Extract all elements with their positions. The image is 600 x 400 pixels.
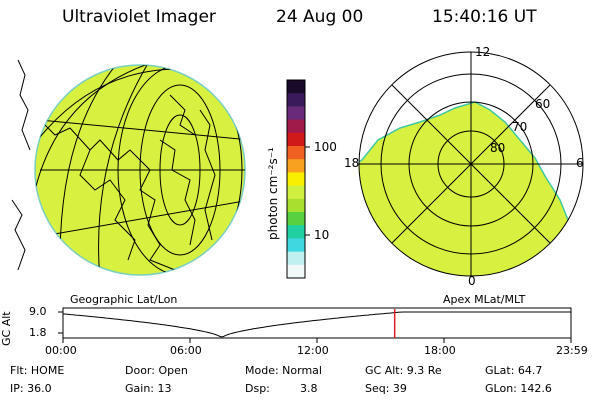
status-flt: Flt: HOME — [10, 364, 65, 377]
mlt-label-0: 0 — [468, 274, 476, 288]
x-tick-1800: 18:00 — [424, 344, 456, 357]
colorbar-segment — [287, 185, 305, 200]
colorbar-segment — [287, 198, 305, 213]
colorbar-segment — [287, 238, 305, 253]
status-dsp-value: 3.8 — [300, 382, 318, 395]
colorbar-segment — [287, 159, 305, 173]
alt-tick-9: 9.0 — [29, 305, 47, 318]
alt-tick-1-8: 1.8 — [29, 326, 47, 339]
x-tick-1200: 12:00 — [297, 344, 329, 357]
x-tick-0600: 06:00 — [170, 344, 202, 357]
x-tick-0000: 00:00 — [45, 344, 77, 357]
instrument-title: Ultraviolet Imager — [62, 7, 216, 27]
status-mode: Mode: Normal — [245, 364, 322, 377]
status-glat: GLat: 64.7 — [485, 364, 543, 377]
colorbar-segment — [287, 119, 305, 134]
mlat-label-60: 60 — [535, 97, 551, 111]
geographic-caption: Geographic Lat/Lon — [70, 293, 178, 306]
colorbar-segment — [287, 146, 305, 160]
colorbar-segment — [287, 106, 305, 121]
status-glon: GLon: 142.6 — [485, 382, 552, 395]
time-label: 15:40:16 UT — [432, 7, 537, 27]
status-door: Door: Open — [125, 364, 188, 377]
mlt-label-18: 18 — [344, 156, 360, 170]
colorbar-segment — [287, 132, 305, 147]
date-label: 24 Aug 00 — [276, 7, 364, 27]
colorbar-segment — [287, 212, 305, 226]
status-gcalt: GC Alt: 9.3 Re — [365, 364, 442, 377]
mlat-label-80: 80 — [490, 141, 506, 155]
colorbar-tick-10: 10 — [314, 228, 330, 242]
colorbar-segment — [287, 225, 305, 239]
colorbar-unit-label: photon cm⁻²s⁻¹ — [266, 147, 280, 240]
status-gain: Gain: 13 — [125, 382, 172, 395]
geographic-image — [11, 59, 246, 276]
status-seq: Seq: 39 — [365, 382, 407, 395]
colorbar-segment — [287, 172, 305, 187]
colorbar-segment — [287, 251, 305, 266]
colorbar-tick-100: 100 — [314, 140, 337, 154]
mlt-polar-plot — [358, 51, 584, 277]
apex-caption: Apex MLat/MLT — [443, 293, 526, 306]
colorbar-segment — [287, 264, 305, 279]
status-ip: IP: 36.0 — [10, 382, 52, 395]
x-tick-2359: 23:59 — [556, 344, 588, 357]
colorbar-segment — [287, 80, 305, 94]
altitude-plot — [58, 307, 572, 343]
mlt-label-6: 6 — [576, 156, 584, 170]
colorbar-segment — [287, 93, 305, 107]
gc-alt-ylabel: GC Alt — [0, 311, 13, 346]
colorbar — [286, 79, 310, 279]
mlat-label-70: 70 — [512, 120, 528, 134]
mlt-label-12: 12 — [475, 45, 491, 59]
status-dsp-label: Dsp: — [245, 382, 270, 395]
